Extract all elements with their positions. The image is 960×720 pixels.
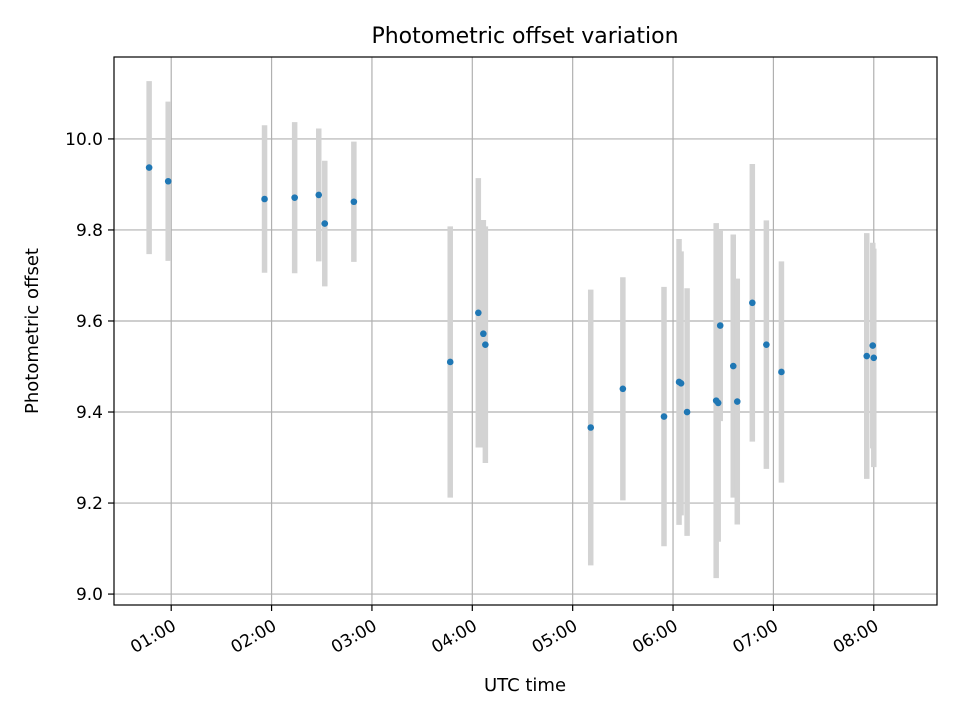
data-point: [480, 330, 487, 338]
data-point: [587, 424, 595, 431]
y-axis-label: Photometric offset: [22, 248, 43, 414]
data-point: [350, 198, 358, 206]
data-point: [475, 309, 482, 317]
data-point: [733, 398, 741, 405]
chart-title: Photometric offset variation: [371, 24, 678, 49]
data-point: [763, 341, 770, 348]
y-tick-label: 9.0: [76, 585, 103, 605]
y-tick-label: 9.8: [76, 221, 103, 241]
data-point: [315, 191, 323, 199]
data-point: [164, 177, 172, 185]
data-point: [446, 358, 454, 366]
grid-lines: [114, 57, 937, 605]
y-tick-label: 9.6: [76, 312, 103, 332]
data-points: [145, 164, 878, 431]
data-point: [863, 352, 871, 360]
data-point: [714, 399, 722, 407]
data-point: [729, 362, 737, 370]
data-point: [261, 195, 268, 203]
data-point: [321, 220, 329, 227]
data-point: [619, 385, 627, 393]
data-point: [660, 413, 668, 420]
data-point: [749, 299, 756, 307]
data-point: [482, 341, 489, 348]
y-tick-label: 10.0: [65, 130, 103, 150]
y-tick-label: 9.2: [76, 494, 103, 514]
data-point: [716, 322, 724, 329]
data-point: [870, 354, 878, 362]
data-point: [683, 408, 691, 416]
data-point: [145, 164, 153, 171]
data-point: [778, 368, 785, 376]
x-axis-label: UTC time: [484, 675, 566, 696]
plot-frame: [113, 56, 938, 606]
y-axis-ticks: 9.0 9.2 9.4 9.6 9.8 10.0: [65, 130, 114, 605]
data-point: [677, 380, 685, 387]
data-point: [869, 342, 877, 349]
y-tick-label: 9.4: [76, 403, 103, 423]
data-point: [291, 194, 298, 201]
